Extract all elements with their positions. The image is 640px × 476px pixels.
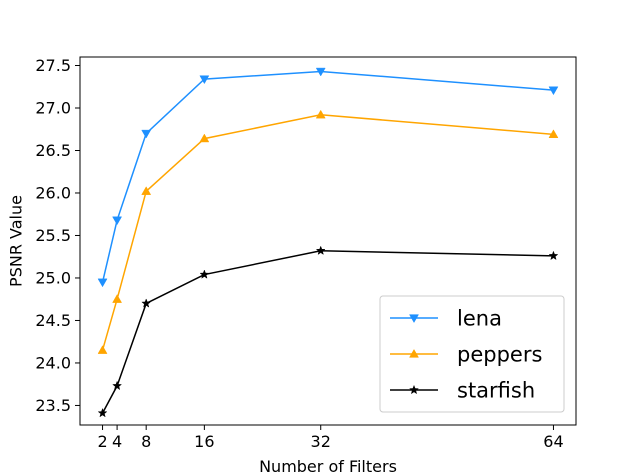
data-point-lena	[97, 278, 108, 288]
data-point-lena	[112, 216, 123, 226]
series-line-starfish	[101, 250, 554, 414]
data-point-peppers	[199, 133, 210, 143]
data-point-lena	[199, 75, 210, 85]
y-tick-label: 27.0	[35, 98, 71, 117]
x-tick-label: 16	[194, 432, 214, 451]
x-tick-label: 64	[543, 432, 563, 451]
y-axis-title: PSNR Value	[7, 195, 26, 287]
y-tick-label: 25.0	[35, 268, 71, 287]
x-tick-label: 2	[97, 432, 107, 451]
x-axis-title: Number of Filters	[259, 457, 397, 476]
x-tick-label: 4	[112, 432, 122, 451]
data-point-lena	[315, 67, 326, 77]
data-point-starfish	[548, 250, 559, 261]
y-tick-label: 24.0	[35, 353, 71, 372]
legend-label-peppers: peppers	[457, 343, 542, 367]
plot-frame	[79, 56, 577, 426]
x-tick-label: 32	[311, 432, 331, 451]
data-point-starfish	[315, 245, 326, 255]
legend: lena peppers starfish	[379, 295, 565, 413]
y-tick-label: 27.5	[35, 56, 71, 75]
series-line-peppers	[101, 114, 554, 351]
data-point-starfish	[97, 407, 108, 418]
legend-marker-peppers	[409, 348, 419, 358]
data-point-peppers	[141, 186, 152, 195]
axes-layer: 2 4 8 16 32 64 23.5 24.0 24.5 25.0 25.5 26.0 26.5 27.…	[35, 56, 577, 451]
series-line-lena	[101, 70, 554, 283]
y-tick-label: 23.5	[35, 396, 71, 415]
data-point-peppers	[112, 294, 123, 303]
legend-marker-starfish	[409, 384, 419, 395]
y-tick-label: 25.5	[35, 226, 71, 245]
x-tick-label: 8	[141, 432, 151, 451]
y-tick-label: 26.0	[35, 183, 71, 202]
data-point-peppers	[97, 345, 108, 354]
data-point-lena	[548, 86, 559, 96]
data-point-peppers	[548, 129, 559, 138]
legend-label-lena: lena	[457, 307, 502, 331]
data-point-starfish	[112, 380, 123, 391]
legend-label-starfish: starfish	[457, 379, 535, 403]
y-tick-label: 26.5	[35, 141, 71, 160]
legend-box	[379, 295, 565, 413]
data-point-starfish	[141, 298, 152, 308]
data-point-starfish	[199, 269, 210, 279]
data-point-lena	[141, 129, 152, 139]
data-point-peppers	[315, 109, 326, 119]
legend-marker-lena	[409, 314, 419, 324]
series-layer	[97, 67, 559, 418]
y-tick-label: 24.5	[35, 311, 71, 330]
